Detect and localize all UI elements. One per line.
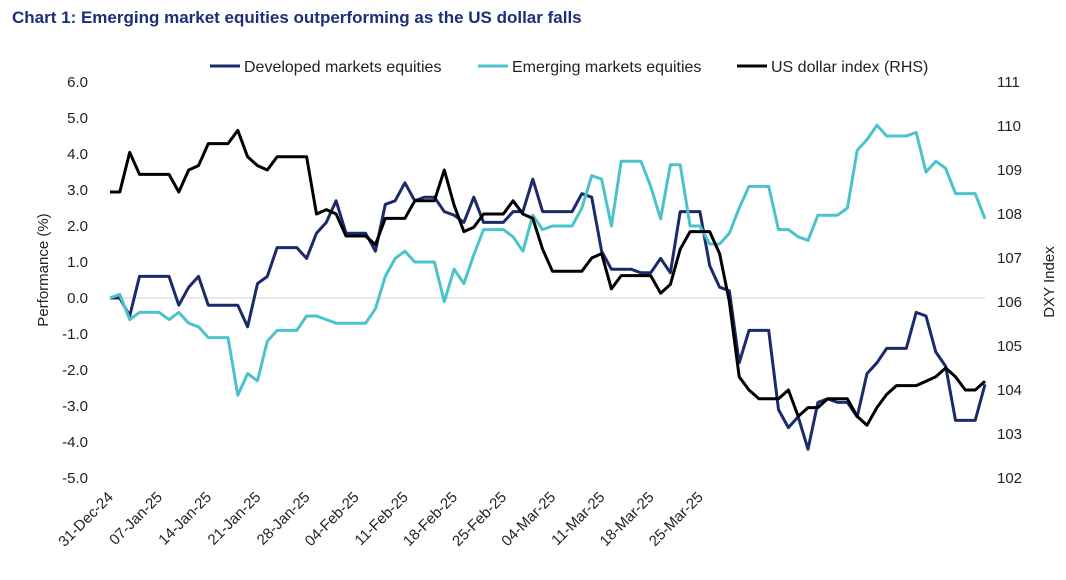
y-tick-label: -4.0 [62, 434, 88, 451]
y2-tick-label: 111 [997, 74, 1020, 91]
legend: Developed markets equities Emerging marke… [210, 59, 928, 76]
x-axis: 31-Dec-2407-Jan-2514-Jan-2521-Jan-2528-J… [55, 489, 706, 551]
series-layer [109, 123, 987, 451]
y2-tick-label: 106 [997, 294, 1022, 311]
legend-label: US dollar index (RHS) [771, 59, 928, 76]
y-tick-label: 4.0 [67, 146, 88, 163]
y2-tick-label: 103 [997, 426, 1022, 443]
x-tick-label: 04-Mar-25 [498, 489, 559, 550]
y2-tick-label: 110 [997, 118, 1021, 135]
x-tick-label: 04-Feb-25 [302, 489, 363, 550]
series-line-1 [110, 177, 987, 451]
legend-label: Developed markets equities [244, 59, 441, 76]
y-tick-label: -3.0 [62, 398, 88, 415]
x-tick-label: 25-Mar-25 [646, 489, 707, 550]
y-tick-label: 6.0 [67, 74, 88, 91]
y2-tick-label: 105 [997, 338, 1022, 355]
y-tick-label: -2.0 [62, 362, 88, 379]
y2-tick-label: 108 [997, 206, 1022, 223]
series-line-3 [110, 128, 987, 427]
x-tick-label: 31-Dec-24 [55, 489, 117, 551]
y-axis-label: Performance (%) [35, 213, 52, 326]
legend-label: Emerging markets equities [512, 59, 701, 76]
chart-title: Chart 1: Emerging market equities outper… [12, 8, 582, 27]
y-tick-label: 3.0 [67, 182, 88, 199]
y-tick-label: -1.0 [62, 326, 88, 343]
y-tick-label: -5.0 [62, 470, 88, 487]
right-axis: 111 110 109 108 107 106 105 104 103 102 [997, 74, 1022, 487]
y2-axis-label: DXY Index [1041, 246, 1058, 318]
y-tick-label: 5.0 [67, 110, 88, 127]
y-tick-label: 0.0 [67, 290, 88, 307]
y2-tick-label: 109 [997, 162, 1022, 179]
y2-tick-label: 102 [997, 470, 1022, 487]
y-tick-label: 2.0 [67, 218, 88, 235]
y2-tick-label: 104 [997, 382, 1022, 399]
y-tick-label: 1.0 [67, 254, 88, 271]
series-line-2 [109, 123, 987, 397]
left-axis: 6.0 5.0 4.0 3.0 2.0 1.0 0.0 -1.0 -2.0 -3.0 -4.0 -5.… [62, 74, 88, 487]
y2-tick-label: 107 [997, 250, 1022, 267]
